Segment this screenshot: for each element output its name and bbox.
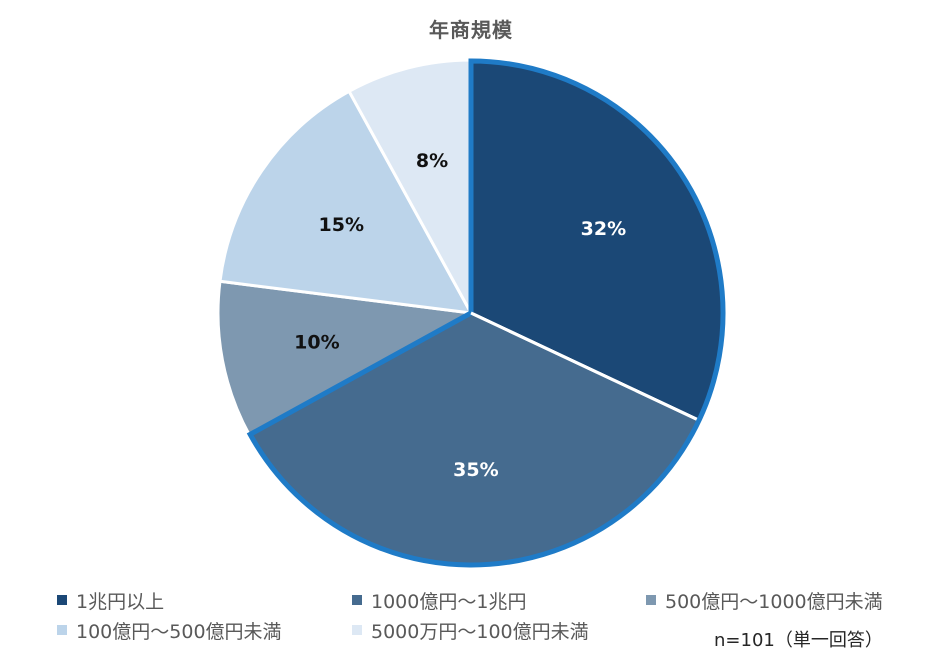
- legend-swatch-icon: [57, 595, 67, 605]
- legend-swatch-icon: [646, 595, 656, 605]
- pie-slice-3: [216, 279, 473, 437]
- legend-label: 500億円～1000億円未満: [665, 590, 883, 613]
- data-label-1: 32%: [581, 218, 626, 240]
- pie-slice-5: [347, 58, 473, 315]
- legend-item-3: 500億円～1000億円未満: [646, 587, 883, 613]
- pie-slices: [216, 58, 726, 568]
- data-label-3: 10%: [294, 331, 339, 353]
- pie-highlight-outline: [246, 58, 726, 568]
- selection-outline: [246, 58, 726, 568]
- legend-label: 1兆円以上: [76, 590, 165, 613]
- legend-swatch-icon: [352, 625, 362, 635]
- chart-title: 年商規模: [429, 18, 513, 42]
- legend-item-4: 100億円～500億円未満: [57, 617, 282, 643]
- data-label-5: 8%: [416, 150, 448, 172]
- data-label-4: 15%: [319, 214, 364, 236]
- legend-label: 5000万円～100億円未満: [371, 620, 589, 643]
- legend-label: 100億円～500億円未満: [76, 620, 282, 643]
- slice-separator: [470, 311, 697, 421]
- legend-item-5: 5000万円～100億円未満: [352, 617, 589, 643]
- legend-swatch-icon: [57, 625, 67, 635]
- legend-label: 1000億円～1兆円: [371, 590, 527, 613]
- legend-item-2: 1000億円～1兆円: [352, 587, 526, 613]
- legend-item-1: 1兆円以上: [57, 587, 164, 613]
- legend-swatch-icon: [352, 595, 362, 605]
- pie-data-labels: 32% 35% 10% 15% 8%: [294, 150, 626, 481]
- sample-size-note: n=101（単一回答）: [714, 630, 883, 651]
- pie-slice-4: [218, 89, 473, 315]
- data-label-2: 35%: [453, 459, 498, 481]
